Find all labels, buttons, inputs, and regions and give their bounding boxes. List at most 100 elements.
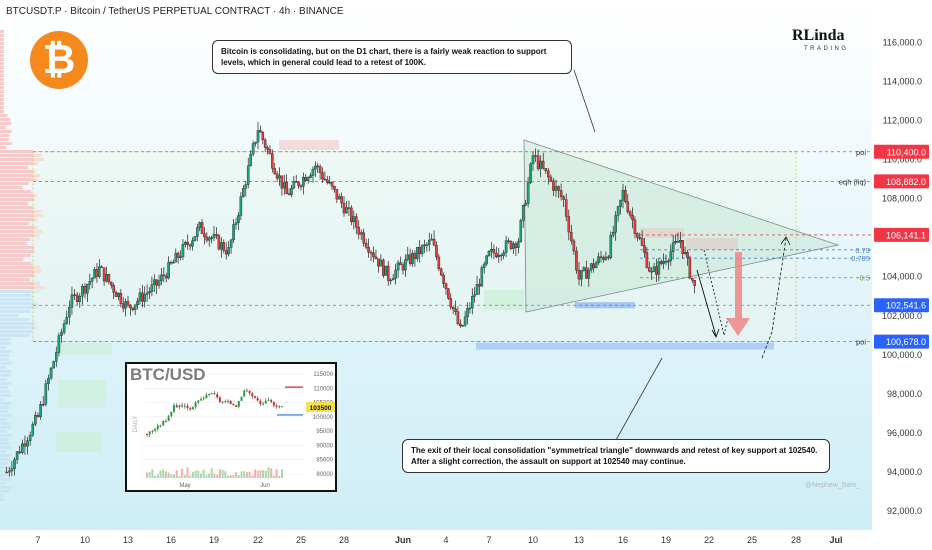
- candle-body: [232, 224, 235, 241]
- candle-body: [587, 269, 591, 279]
- candle-body: [447, 288, 450, 299]
- time-tick-label: 16: [618, 535, 628, 545]
- candle-body: [314, 165, 317, 170]
- candle-body: [372, 252, 375, 258]
- inset-candle-body: [221, 401, 224, 403]
- candle-body: [188, 244, 192, 247]
- volume-profile-bar: [0, 90, 4, 93]
- candle-body: [278, 175, 281, 179]
- candle-body: [362, 232, 365, 244]
- inset-volume-bar: [259, 470, 262, 478]
- inset-candle-body: [146, 434, 148, 435]
- inset-candle-body: [197, 400, 200, 403]
- candle-body: [49, 367, 53, 379]
- candle-body: [559, 190, 563, 197]
- volume-profile-bar: [0, 254, 31, 257]
- brand-logo: RLinda TRADING: [792, 27, 849, 52]
- candle-body: [382, 259, 385, 276]
- inset-candle-body: [229, 400, 232, 404]
- volume-profile-bar: [0, 406, 10, 409]
- volume-profile-bar: [0, 78, 4, 81]
- candle-body: [340, 196, 343, 204]
- candle-body: [254, 141, 257, 144]
- brand-tagline: TRADING: [804, 46, 849, 52]
- candle-body: [203, 233, 206, 238]
- price-tick-label: 108,000.0: [882, 194, 922, 204]
- candle-body: [529, 163, 532, 183]
- candle-body: [191, 240, 194, 247]
- volume-profile-bar: [0, 474, 11, 477]
- inset-volume-bar: [191, 472, 194, 478]
- level-label: 0.79: [855, 246, 870, 255]
- volume-profile-bar: [0, 478, 12, 481]
- candle-body: [408, 254, 412, 264]
- candle-body: [34, 415, 37, 425]
- candle-body: [659, 261, 663, 264]
- volume-profile-bar: [0, 162, 39, 165]
- candle-body: [461, 325, 464, 327]
- inset-volume-bar: [270, 468, 273, 478]
- time-tick-label: 4: [443, 535, 448, 545]
- candle-body: [41, 404, 45, 406]
- candle-body: [669, 251, 673, 262]
- inset-volume-bar: [278, 475, 281, 478]
- candle-body: [585, 267, 588, 279]
- inset-volume-bar: [146, 472, 148, 478]
- candle-body: [90, 277, 94, 282]
- volume-profile-bar: [0, 402, 12, 405]
- candle-body: [350, 207, 353, 223]
- volume-profile-bar: [0, 466, 12, 469]
- volume-profile-bar: [0, 250, 35, 253]
- candle-body: [98, 266, 101, 277]
- inset-candle-body: [213, 393, 216, 395]
- volume-profile-bar: [0, 62, 4, 65]
- candle-body: [26, 440, 29, 447]
- inset-candle-body: [227, 400, 229, 402]
- candle-body: [179, 256, 182, 258]
- volume-profile-bar: [0, 298, 32, 301]
- inset-volume-bar: [213, 473, 216, 478]
- candle-body: [575, 250, 578, 271]
- candle-body: [439, 268, 443, 276]
- inset-tick-label: 80000: [316, 472, 333, 478]
- candle-body: [688, 257, 692, 279]
- inset-volume-bar: [243, 471, 246, 478]
- volume-profile-bar: [0, 362, 12, 365]
- inset-volume-bar: [256, 470, 259, 478]
- candle-body: [145, 292, 149, 295]
- inset-tick-label: 110000: [313, 386, 333, 392]
- candle-body: [297, 182, 300, 187]
- candle-body: [107, 273, 111, 283]
- inset-volume-bar: [218, 469, 221, 478]
- candle-body: [420, 245, 424, 255]
- inset-candle-body: [264, 400, 267, 404]
- inset-volume-bar: [186, 467, 189, 478]
- inset-candle-body: [159, 425, 162, 427]
- candle-body: [256, 130, 260, 143]
- candle-body: [261, 132, 265, 141]
- volume-profile-bar: [0, 370, 12, 373]
- candle-body: [643, 245, 646, 253]
- price-tag-label: 102,541.6: [886, 301, 926, 311]
- candle-body: [662, 260, 665, 264]
- volume-profile-bar: [0, 306, 38, 309]
- time-tick-label: Jul: [829, 535, 842, 545]
- volume-profile-bar: [0, 454, 12, 457]
- inset-time-label: May: [179, 483, 190, 489]
- volume-profile-bar: [0, 230, 43, 233]
- demand-zone: [58, 380, 106, 408]
- candle-body: [345, 207, 348, 214]
- candlesticks: [5, 121, 696, 477]
- candle-body: [512, 243, 515, 249]
- candle-body: [667, 260, 670, 263]
- candle-body: [342, 202, 346, 214]
- candle-body: [582, 267, 586, 271]
- candle-body: [674, 241, 677, 243]
- candle-body: [645, 252, 649, 268]
- candle-body: [326, 179, 329, 183]
- time-tick-label: 25: [296, 535, 306, 545]
- candle-body: [321, 172, 324, 180]
- candle-body: [119, 293, 123, 304]
- candle-body: [594, 262, 598, 269]
- volume-profile-bar: [0, 94, 4, 97]
